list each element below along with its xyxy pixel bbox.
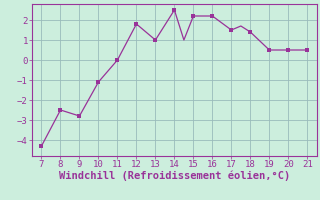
X-axis label: Windchill (Refroidissement éolien,°C): Windchill (Refroidissement éolien,°C) xyxy=(59,171,290,181)
